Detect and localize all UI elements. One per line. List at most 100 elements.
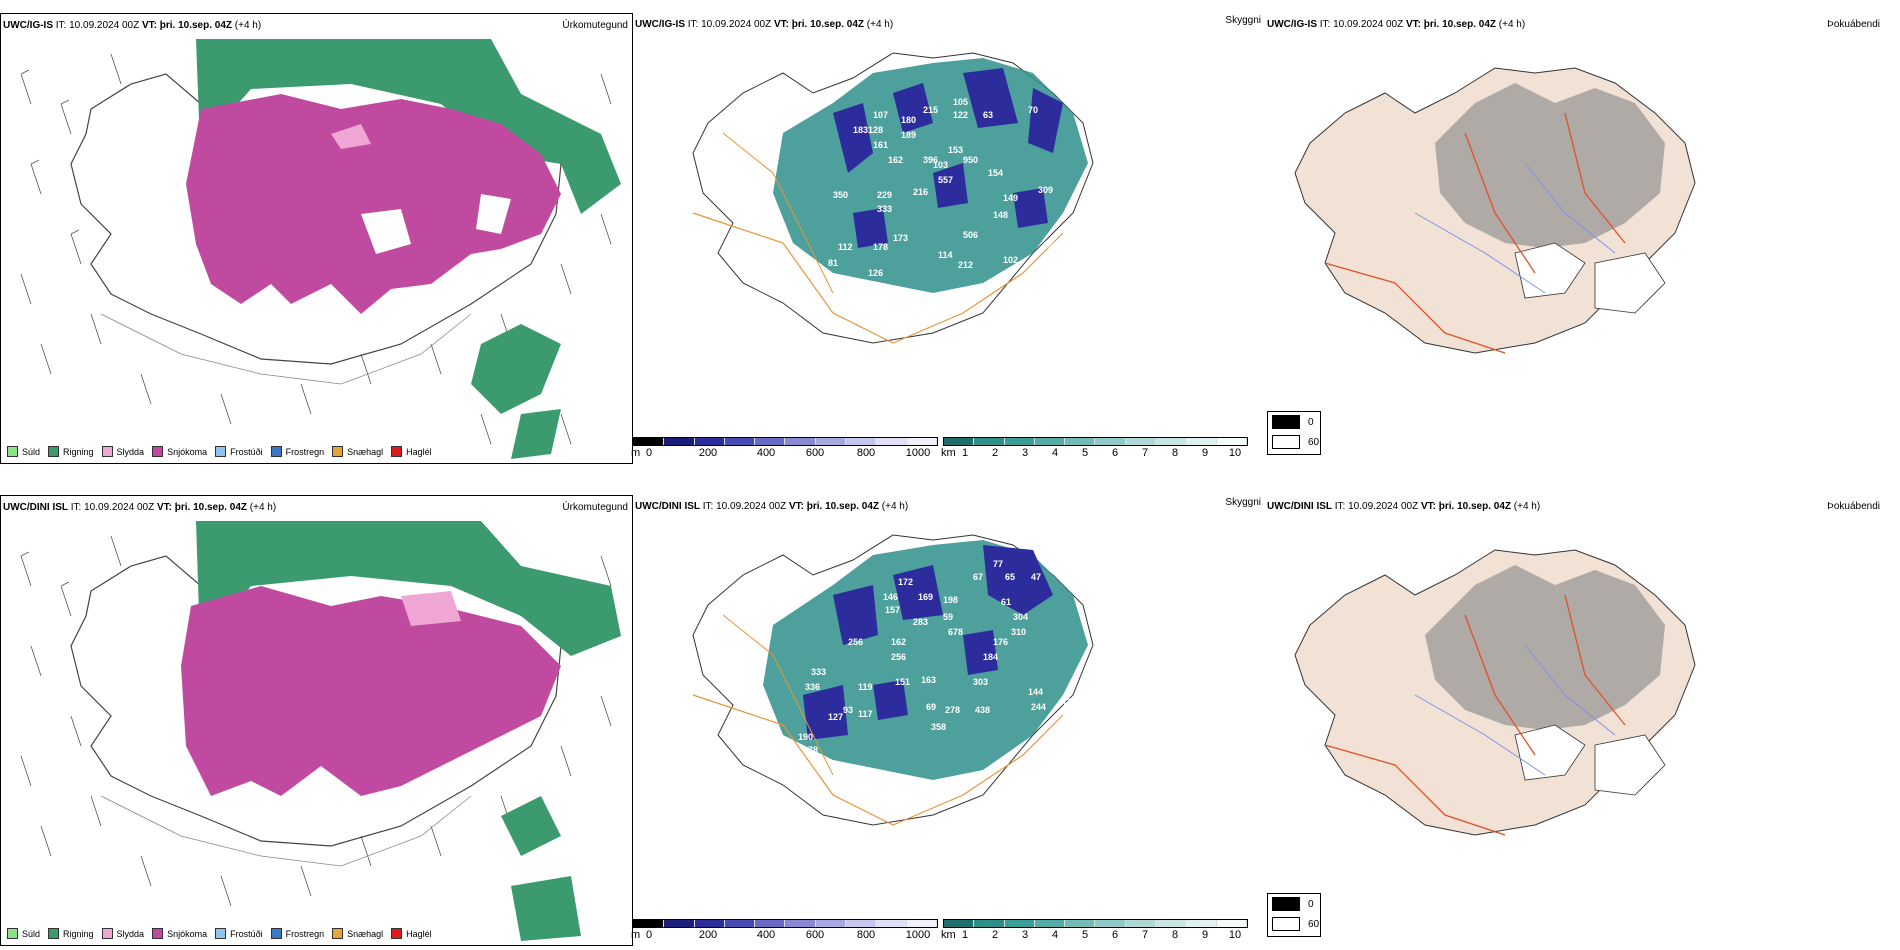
legend-item-snow-pellets: Snæhagl xyxy=(332,446,383,457)
ceiling-label: 114 xyxy=(938,250,953,260)
low-ceiling-areas xyxy=(833,68,1063,248)
ceiling-label: 77 xyxy=(993,559,1003,569)
legend-item-rain: Rigning xyxy=(48,446,94,457)
visibility-tick: 10 xyxy=(1228,447,1242,459)
ceiling-label: 176 xyxy=(993,637,1008,647)
visibility-tick: 6 xyxy=(1111,447,1119,459)
legend-item-freezing-rain: Frostregn xyxy=(270,928,324,939)
ceiling-label: 557 xyxy=(938,175,953,185)
cloud-cover-value: 0 xyxy=(1308,416,1314,428)
legend-item-drizzle: Súld xyxy=(7,446,40,457)
panel-title: UWC/DINI ISL IT: 10.09.2024 00Z VT: þri.… xyxy=(635,501,909,512)
legend-item-hail: Haglél xyxy=(391,928,432,939)
visibility-tick: 9 xyxy=(1201,929,1209,941)
ceiling-tick: 800 xyxy=(856,929,876,941)
ceiling-label: 59 xyxy=(943,612,953,622)
roads xyxy=(100,795,472,867)
ceiling-label: 65 xyxy=(1005,572,1015,582)
ceiling-unit: m xyxy=(631,447,641,459)
ceiling-label: 333 xyxy=(811,667,826,677)
ceiling-label: 112 xyxy=(838,242,853,252)
ceiling-label: 178 xyxy=(873,242,888,252)
ceiling-tick: 600 xyxy=(805,447,825,459)
cloud-cover-value: 60 xyxy=(1308,918,1320,930)
cloud-cover-value: 60 xyxy=(1308,436,1320,448)
visibility-tick: 7 xyxy=(1141,929,1149,941)
ceiling-label: 438 xyxy=(1061,697,1076,707)
ceiling-label: 678 xyxy=(948,627,963,637)
snow-gap xyxy=(361,209,411,254)
ceiling-colorbar: m 0 200 400 600 800 1000 xyxy=(631,919,938,947)
legend-item-sleet: Slydda xyxy=(101,446,144,457)
panel-title: UWC/DINI ISL IT: 10.09.2024 00Z VT: þri.… xyxy=(1267,501,1541,512)
ceiling-label: 153 xyxy=(1043,260,1058,270)
ceiling-label: 438 xyxy=(975,705,990,715)
ceiling-label: 162 xyxy=(891,637,906,647)
panel-name: Skyggni xyxy=(1225,15,1261,26)
ceiling-label: 70 xyxy=(1028,105,1038,115)
sleet-area xyxy=(331,124,371,149)
ceiling-label: 32 xyxy=(1073,215,1083,225)
visibility-tick: 7 xyxy=(1141,447,1149,459)
ceiling-label: 144 xyxy=(1028,687,1043,697)
precip-type-panel-bottom: UWC/DINI ISL IT: 10.09.2024 00Z VT: þri.… xyxy=(0,495,633,946)
ceiling-label: 128 xyxy=(868,125,883,135)
ceiling-label: 93 xyxy=(843,705,853,715)
ceiling-tick: 400 xyxy=(756,929,776,941)
legend-item-freezing-rain: Frostregn xyxy=(270,446,324,457)
cloud-cover-legend: 0 60 xyxy=(1267,411,1321,455)
ceiling-label: 113 xyxy=(808,270,823,280)
ceiling-label: 169 xyxy=(918,592,933,602)
cloud-map: 77 65 67 47 61 304 310 172 146 169 198 1… xyxy=(692,534,1094,826)
visibility-tick: 1 xyxy=(961,447,969,459)
roads xyxy=(1324,112,1626,354)
panel-name: Úrkomutegund xyxy=(562,20,628,31)
wind-barbs xyxy=(20,53,612,445)
roads xyxy=(1324,594,1626,836)
snow-area xyxy=(181,586,561,796)
legend-item-drizzle: Súld xyxy=(7,928,40,939)
ceiling-label: 61 xyxy=(1001,597,1011,607)
rivers xyxy=(1414,162,1616,294)
panel-name: Þokuábendi xyxy=(1827,501,1880,512)
ceiling-label: 256 xyxy=(848,637,863,647)
visibility-tick: 2 xyxy=(991,447,999,459)
ceiling-labels: 63 70 105 122 215 107 128 180 189 183 16… xyxy=(803,97,1098,307)
fog-map xyxy=(1294,67,1696,354)
ceiling-label: 358 xyxy=(931,722,946,732)
legend-item-sleet: Slydda xyxy=(101,928,144,939)
ceiling-label: 149 xyxy=(1003,193,1018,203)
rain-area-south xyxy=(471,324,561,414)
visibility-unit: km xyxy=(941,929,956,941)
ceiling-colorbar: m 0 200 400 600 800 1000 xyxy=(631,437,938,465)
ceiling-unit: m xyxy=(631,929,641,941)
ceiling-tick: 600 xyxy=(805,929,825,941)
ceiling-label: 303 xyxy=(973,677,988,687)
ceiling-label: 153 xyxy=(948,145,963,155)
visibility-tick: 9 xyxy=(1201,447,1209,459)
visibility-colorbar: km 1 2 3 4 5 6 7 8 9 10 xyxy=(941,437,1248,465)
ceiling-tick: 800 xyxy=(856,447,876,459)
legend-item-snow-pellets: Snæhagl xyxy=(332,928,383,939)
ceiling-tick: 1000 xyxy=(905,929,931,941)
legend-item-snow: Snjókoma xyxy=(152,928,207,939)
ceiling-label: 78 xyxy=(808,745,818,755)
rain-area-south xyxy=(501,796,561,856)
ceiling-label: 172 xyxy=(898,577,913,587)
fog-field xyxy=(1425,565,1665,730)
ceiling-tick: 0 xyxy=(645,447,653,459)
ceiling-label: 150 xyxy=(1043,240,1058,250)
ceiling-label: 163 xyxy=(921,675,936,685)
ceiling-label: 333 xyxy=(877,204,892,214)
rain-area-southeast xyxy=(511,409,561,459)
visibility-tick: 8 xyxy=(1171,447,1179,459)
precip-legend: Súld Rigning Slydda Snjókoma Frostúði Fr… xyxy=(7,928,440,939)
ceiling-label: 189 xyxy=(901,130,916,140)
rain-area xyxy=(196,39,621,214)
ceiling-label: 730 xyxy=(1065,250,1080,260)
visibility-tick: 5 xyxy=(1081,447,1089,459)
fog-map xyxy=(1294,549,1696,836)
legend-item-snow: Snjókoma xyxy=(152,446,207,457)
ceiling-label: 102 xyxy=(1003,255,1018,265)
legend-item-freezing-drizzle: Frostúði xyxy=(215,446,263,457)
